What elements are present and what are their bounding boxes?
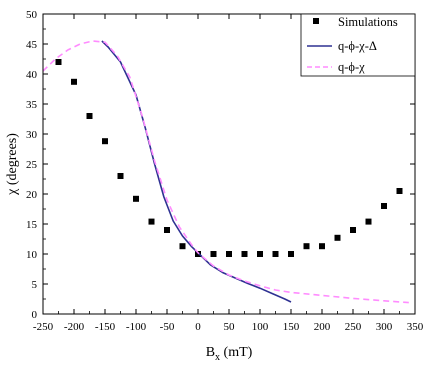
- y-tick-label: 20: [26, 189, 38, 201]
- x-tick-label: 50: [224, 321, 236, 333]
- data-point-simulations: [195, 251, 201, 257]
- x-tick-label: 350: [407, 321, 424, 333]
- x-axis-label-subscript: x: [215, 352, 220, 363]
- y-tick-label: 30: [26, 129, 38, 141]
- y-tick-label: 45: [26, 39, 38, 51]
- y-tick-label: 35: [26, 99, 38, 111]
- data-point-simulations: [272, 251, 279, 257]
- x-tick-label: -150: [95, 321, 116, 333]
- x-tick-label: 250: [345, 321, 362, 333]
- data-point-simulations: [71, 78, 77, 85]
- y-tick-label: 40: [26, 69, 38, 81]
- data-point-simulations: [210, 251, 217, 257]
- series-line-q-phi-chi: [43, 40, 409, 304]
- data-point-simulations: [86, 113, 93, 119]
- data-point-simulations: [164, 227, 170, 233]
- data-point-simulations: [241, 251, 248, 257]
- data-point-simulations: [226, 251, 232, 257]
- data-point-simulations: [133, 195, 139, 202]
- plot-area: [43, 40, 409, 304]
- data-point-simulations: [148, 218, 155, 225]
- x-axis-label-main: B: [206, 345, 215, 360]
- data-point-simulations: [350, 227, 356, 233]
- y-tick-label: 0: [32, 309, 38, 321]
- y-axis-label: χ (degrees): [5, 133, 20, 196]
- tick-labels: -250 -200 -150 -100 -50 0 50 100 150 200 250 300 350…: [26, 9, 424, 333]
- data-point-simulations: [303, 243, 310, 250]
- y-tick-label: 5: [32, 279, 38, 291]
- legend-label-q-phi-chi-delta: q-ϕ-χ-Δ: [338, 39, 377, 53]
- x-tick-label: 200: [314, 321, 331, 333]
- x-tick-label: 100: [252, 321, 269, 333]
- x-tick-label: 0: [195, 321, 201, 333]
- data-point-simulations: [319, 243, 325, 250]
- legend: Simulations q-ϕ-χ-Δ q-ϕ-χ: [300, 13, 416, 77]
- legend-label-simulations: Simulations: [338, 15, 398, 29]
- series-line-q-phi-chi-delta: [101, 40, 292, 303]
- x-tick-label: -200: [64, 321, 85, 333]
- data-point-simulations: [117, 173, 124, 179]
- x-tick-label: -250: [33, 321, 54, 333]
- data-point-simulations: [365, 218, 372, 225]
- data-point-simulations: [257, 251, 263, 257]
- data-point-simulations: [288, 251, 294, 257]
- legend-label-q-phi-chi: q-ϕ-χ: [338, 60, 365, 74]
- data-point-simulations: [334, 234, 341, 241]
- y-tick-label: 25: [26, 159, 38, 171]
- x-tick-label: 300: [376, 321, 393, 333]
- data-point-simulations: [396, 188, 403, 194]
- y-tick-label: 10: [26, 249, 38, 261]
- legend-marker-simulations: [313, 18, 319, 24]
- y-tick-label: 50: [26, 9, 38, 21]
- plot-frame: [42, 13, 416, 315]
- data-point-simulations: [179, 243, 186, 250]
- data-point-simulations: [102, 138, 108, 145]
- x-tick-label: 150: [283, 321, 300, 333]
- x-tick-label: -50: [160, 321, 175, 333]
- y-tick-label: 15: [26, 219, 38, 231]
- x-axis-label-unit: (mT): [220, 345, 253, 360]
- x-axis-label: Bx (mT): [206, 345, 253, 363]
- data-point-simulations: [55, 59, 62, 65]
- legend-box: [300, 13, 416, 77]
- data-point-simulations: [381, 203, 387, 209]
- x-tick-label: -100: [126, 321, 147, 333]
